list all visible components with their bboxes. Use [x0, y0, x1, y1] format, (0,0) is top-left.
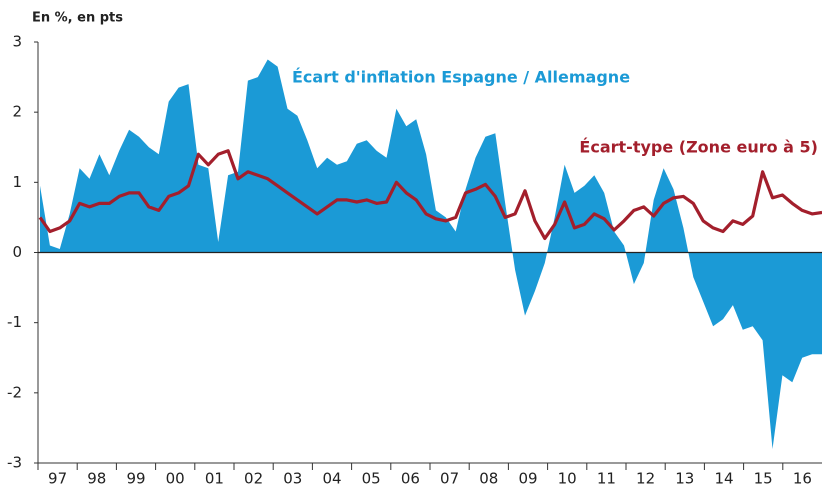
x-tick-label: 06	[401, 470, 420, 487]
x-tick-label: 99	[126, 470, 145, 487]
x-tick-label: 13	[675, 470, 694, 487]
x-tick-label: 15	[754, 470, 773, 487]
y-tick-label: -1	[7, 313, 22, 331]
y-tick-label: 2	[12, 103, 22, 121]
x-tick-label: 05	[362, 470, 381, 487]
line	[38, 149, 822, 241]
x-tick-label: 10	[558, 470, 577, 487]
x-tick-label: 98	[87, 470, 106, 487]
x-tick-label: 14	[714, 470, 733, 487]
y-tick-label: -2	[7, 383, 22, 401]
series-label: Écart-type (Zone euro à 5)	[579, 138, 818, 157]
x-tick-label: 04	[322, 470, 341, 487]
x-tick-label: 11	[597, 470, 616, 487]
x-tick-label: 12	[636, 470, 655, 487]
y-tick-label: 0	[12, 243, 22, 261]
x-tick-label: 97	[48, 470, 67, 487]
x-tick-label: 01	[205, 470, 224, 487]
y-tick-label: 1	[12, 173, 22, 191]
series-label: Écart d'inflation Espagne / Allemagne	[292, 68, 630, 87]
y-tick-label: 3	[12, 33, 22, 51]
x-tick-label: 03	[283, 470, 302, 487]
x-tick-label: 09	[518, 470, 537, 487]
x-tick-label: 02	[244, 470, 263, 487]
x-tick-label: 07	[440, 470, 459, 487]
y-tick-label: -3	[7, 454, 22, 472]
y-axis-label: En %, en pts	[32, 11, 123, 26]
x-tick-label: 16	[793, 470, 812, 487]
x-tick-label: 00	[166, 470, 185, 487]
area	[40, 59, 822, 449]
x-tick-label: 08	[479, 470, 498, 487]
